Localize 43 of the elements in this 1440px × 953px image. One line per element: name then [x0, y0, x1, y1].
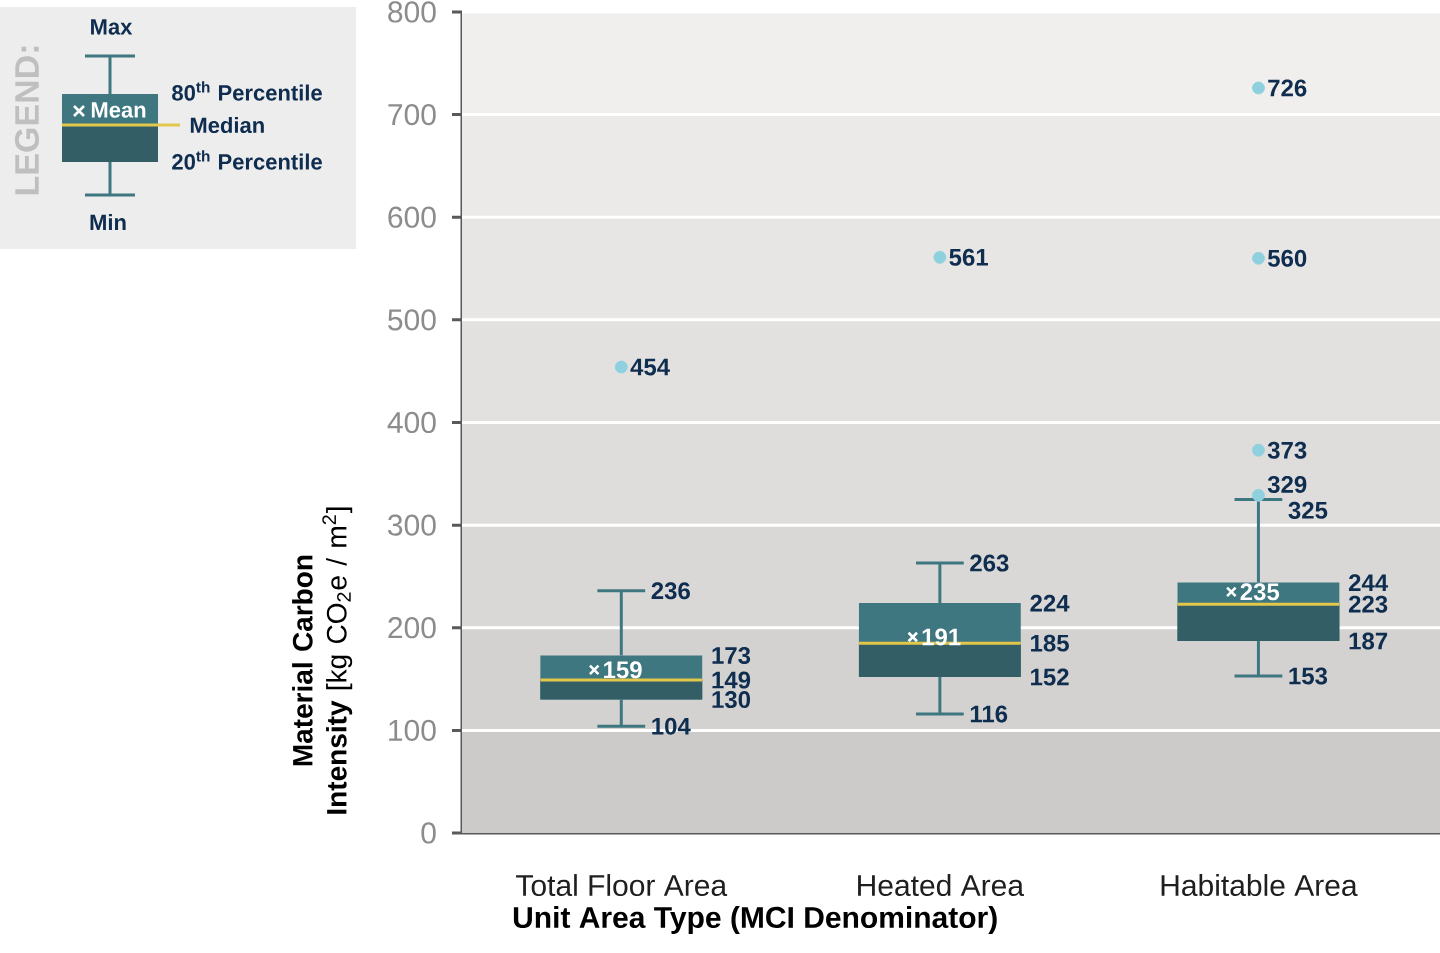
- text: Mean: [91, 102, 146, 118]
- y-tick-label: 500: [388, 309, 436, 331]
- annotation: 373: [1267, 441, 1307, 459]
- annotation: 263: [970, 554, 1009, 572]
- annotation: 325: [1288, 501, 1328, 519]
- annotation: 159: [604, 661, 642, 679]
- annotation: 560: [1267, 249, 1307, 267]
- annotation: 153: [1289, 667, 1328, 685]
- y-tick-label: 0: [421, 822, 436, 844]
- text: Max: [91, 19, 133, 35]
- y-tick-label: 200: [388, 617, 436, 639]
- annotation: 223: [1348, 595, 1388, 613]
- y-tick-label: 400: [387, 411, 436, 434]
- text: Median: [190, 116, 264, 134]
- annotation: 235: [1240, 583, 1280, 601]
- annotation: 185: [1031, 634, 1069, 652]
- annotation: 561: [949, 248, 988, 266]
- text: 20$^{th}$ Percentile: [172, 150, 322, 170]
- annotation: 329: [1267, 475, 1307, 493]
- annotation: 116: [970, 705, 1008, 723]
- annotation: 152: [1031, 668, 1069, 686]
- annotation: 187: [1349, 632, 1388, 650]
- annotation: 149: [712, 671, 751, 689]
- annotation: 191: [922, 628, 961, 646]
- annotation: 244: [1348, 574, 1389, 591]
- text: Min: [90, 214, 126, 230]
- y-tick-label: 100: [389, 719, 436, 741]
- y-tick-label: 300: [388, 514, 436, 536]
- x-tick-label: Habitable Area: [1161, 874, 1358, 897]
- annotation: 726: [1268, 79, 1307, 97]
- x-axis-title: Unit Area Type (MCI Denominator): [513, 906, 997, 935]
- annotation: 236: [651, 582, 690, 600]
- x-tick-label: Heated Area: [858, 874, 1025, 897]
- annotation: 104: [652, 717, 691, 735]
- text: 80$^{th}$ Percentile: [172, 81, 322, 101]
- annotation: 130: [712, 691, 751, 709]
- x-tick-label: Total Floor Area: [516, 874, 728, 897]
- annotation: 224: [1030, 594, 1070, 612]
- y-tick-label: 800: [388, 1, 436, 23]
- y-tick-label: 600: [388, 206, 436, 228]
- annotation: 173: [712, 646, 751, 664]
- y-tick-label: 700: [388, 103, 436, 126]
- annotation: 454: [630, 358, 670, 376]
